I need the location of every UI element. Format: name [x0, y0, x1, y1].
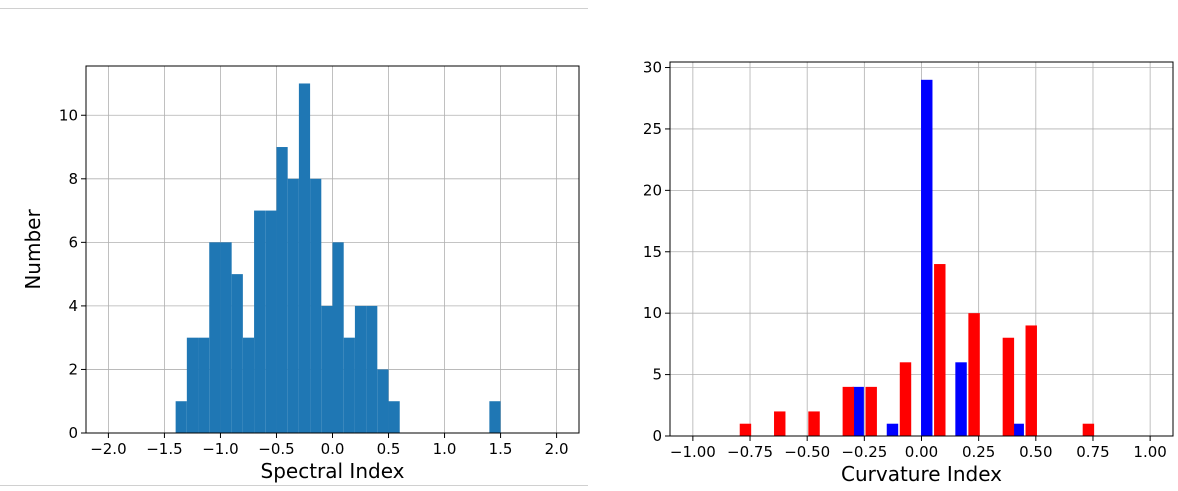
- histogram-bar: [298, 83, 311, 433]
- histogram-bar: [1012, 423, 1024, 436]
- y-tick-label: 6: [68, 233, 78, 251]
- x-tick-label: 0.75: [1076, 443, 1109, 461]
- y-tick-label: 30: [643, 59, 662, 77]
- y-tick-label: 20: [643, 181, 662, 199]
- histogram-bar: [955, 362, 967, 436]
- left-x-axis-label: Spectral Index: [261, 459, 405, 483]
- right-x-ticks: −1.00 −0.75 −0.50 −0.25 0.00 0.25 0.50 0.75 1.00: [670, 436, 1167, 461]
- y-tick-label: 8: [68, 170, 78, 188]
- histogram-bar: [921, 79, 933, 437]
- histogram-bar: [842, 386, 855, 436]
- histogram-bar: [377, 369, 389, 433]
- y-tick-label: 2: [68, 360, 78, 378]
- histogram-bar: [1025, 325, 1037, 436]
- x-tick-label: −0.75: [727, 443, 773, 461]
- histogram-bar: [310, 178, 322, 433]
- top-divider: [0, 8, 588, 9]
- histogram-bar: [287, 178, 299, 433]
- y-tick-label: 15: [643, 243, 662, 261]
- y-tick-label: 10: [59, 106, 78, 124]
- histogram-bar: [808, 411, 820, 436]
- histogram-bar: [886, 423, 899, 436]
- histogram-bar: [175, 401, 187, 433]
- left-bars: [175, 83, 501, 433]
- bottom-divider: [0, 485, 588, 486]
- x-tick-label: 0.25: [962, 443, 995, 461]
- y-tick-label: 25: [643, 120, 662, 138]
- histogram-bar: [968, 313, 980, 436]
- x-tick-label: −1.0: [202, 440, 238, 458]
- histogram-bar: [1082, 423, 1095, 436]
- histogram-bar: [276, 147, 288, 433]
- y-tick-label: 10: [643, 304, 662, 322]
- histogram-bar: [321, 305, 333, 433]
- histogram-bar: [220, 242, 232, 433]
- x-tick-label: 0.5: [377, 440, 401, 458]
- histogram-bar: [198, 337, 210, 433]
- histogram-bar: [354, 305, 367, 433]
- x-tick-label: −0.5: [258, 440, 294, 458]
- right-x-axis-label: Curvature Index: [841, 462, 1002, 486]
- left-y-axis-label: Number: [21, 209, 45, 290]
- spectral-index-histogram: −2.0 −1.5 −1.0 −0.5 0.0 0.5 1.0 1.5 2.0 0246810 …: [21, 65, 580, 483]
- histogram-bar: [388, 401, 400, 433]
- x-tick-label: −1.00: [670, 443, 716, 461]
- x-tick-label: −1.5: [146, 440, 182, 458]
- y-tick-label: 5: [652, 366, 662, 384]
- right-y-ticks: 0 5 10 15 20 25 30: [643, 59, 670, 445]
- x-tick-label: 0.00: [905, 443, 938, 461]
- histogram-bar: [265, 210, 277, 433]
- histogram-bar: [739, 423, 752, 436]
- x-tick-label: 1.0: [433, 440, 457, 458]
- x-tick-label: −0.25: [841, 443, 887, 461]
- histogram-bar: [366, 305, 378, 433]
- histogram-bar: [209, 242, 221, 433]
- histogram-bar: [231, 274, 243, 433]
- histogram-bar: [774, 411, 786, 436]
- x-tick-label: 0.0: [321, 440, 345, 458]
- y-tick-label: 0: [652, 427, 662, 445]
- x-tick-label: −0.50: [784, 443, 830, 461]
- x-tick-label: −2.0: [90, 440, 126, 458]
- y-tick-label: 0: [68, 424, 78, 442]
- curvature-index-histogram: −1.00 −0.75 −0.50 −0.25 0.00 0.25 0.50 0.75 1.00…: [643, 59, 1174, 486]
- x-tick-label: 1.00: [1133, 443, 1166, 461]
- histogram-bar: [343, 337, 355, 433]
- histogram-bar: [865, 386, 877, 436]
- x-tick-label: 0.50: [1019, 443, 1052, 461]
- left-x-ticks: −2.0 −1.5 −1.0 −0.5 0.0 0.5 1.0 1.5 2.0: [90, 433, 569, 458]
- histogram-bar: [489, 401, 501, 433]
- histogram-bar: [186, 337, 199, 433]
- histogram-bar: [1002, 337, 1015, 436]
- x-tick-label: 1.5: [489, 440, 513, 458]
- right-bars: [739, 79, 1095, 437]
- x-tick-label: 2.0: [545, 440, 569, 458]
- histogram-bar: [242, 337, 255, 433]
- left-y-ticks: 0 2 4 6 8 10: [59, 106, 86, 442]
- histogram-bar: [332, 242, 344, 433]
- histogram-bar: [254, 210, 266, 433]
- histogram-bar: [899, 362, 912, 436]
- histogram-bar: [852, 386, 864, 436]
- y-tick-label: 4: [68, 297, 78, 315]
- histogram-bar: [934, 264, 946, 436]
